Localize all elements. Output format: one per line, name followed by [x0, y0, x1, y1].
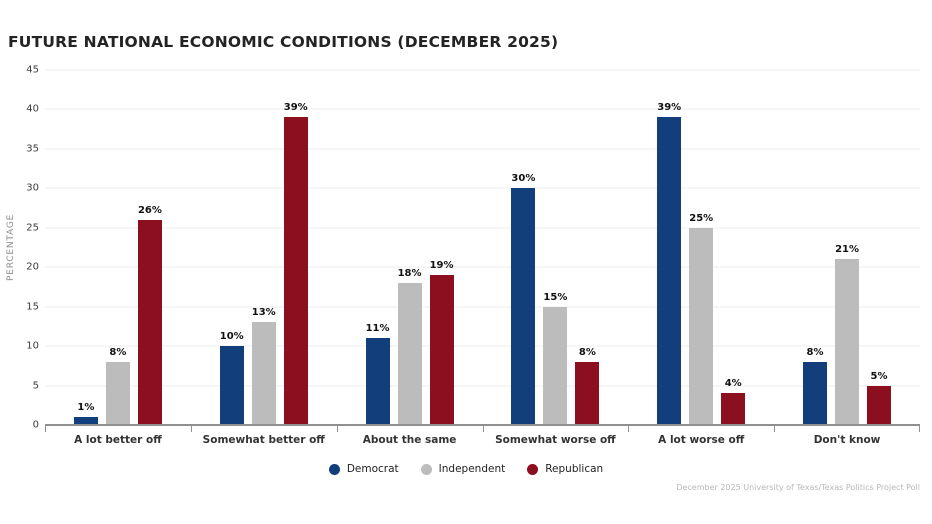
bar-democrat: 8%	[803, 347, 828, 425]
chart-title: FUTURE NATIONAL ECONOMIC CONDITIONS (DEC…	[8, 33, 559, 51]
bar-group: 10% 13% 39%	[191, 70, 337, 425]
bar-value-label: 8%	[578, 346, 596, 358]
gridline	[45, 69, 920, 71]
bar-value-label: 4%	[724, 378, 742, 390]
bar-democrat: 30%	[511, 173, 536, 425]
x-axis-tick	[919, 426, 920, 432]
category-label: About the same	[362, 434, 457, 446]
y-tick-label: 15	[26, 301, 39, 313]
bar-value-label: 30%	[511, 173, 536, 185]
bar-value-label: 39%	[283, 102, 308, 114]
x-axis-tick	[190, 426, 192, 432]
bar-value-label: 18%	[397, 268, 422, 279]
legend-item-democrat: Democrat	[328, 463, 399, 475]
bar-republican: 5%	[867, 371, 892, 425]
bar-independent: 25%	[689, 213, 714, 425]
bar-independent: 15%	[543, 292, 568, 425]
legend-item-republican: Republican	[527, 463, 603, 475]
x-axis-line	[45, 424, 920, 426]
gridline	[45, 148, 920, 150]
gridline	[45, 306, 920, 308]
x-axis-tick	[482, 426, 484, 432]
bar-value-label: 11%	[365, 323, 390, 335]
legend-label: Independent	[438, 463, 506, 475]
bar-group: 30% 15% 8%	[482, 70, 628, 425]
x-axis-tick	[336, 426, 338, 432]
legend-item-independent: Independent	[420, 463, 506, 475]
y-tick-label: 25	[26, 222, 39, 234]
gridline	[45, 187, 920, 189]
bar-value-label: 39%	[657, 102, 682, 114]
bar-independent: 21%	[835, 244, 860, 425]
category-label: Don't know	[813, 434, 881, 446]
source-note: December 2025 University of Texas/Texas …	[676, 483, 920, 492]
gridline	[45, 108, 920, 110]
category-label: Somewhat worse off	[495, 434, 616, 446]
bar-republican: 19%	[429, 260, 454, 425]
bar-value-label: 21%	[835, 244, 860, 256]
bar-independent: 18%	[397, 268, 422, 425]
x-axis-tick	[774, 426, 776, 432]
bar-republican: 8%	[575, 347, 600, 425]
legend: Democrat Independent Republican	[0, 463, 932, 475]
bar-value-label: 15%	[543, 291, 568, 303]
bar-republican: 4%	[721, 378, 746, 425]
gridline	[45, 266, 920, 268]
plot-area: 1% 8% 26% 10% 13% 39% 11% 18% 19% 30% 15% 8% 39% 25% 4…	[45, 69, 920, 432]
bar-independent: 13%	[251, 307, 276, 425]
bar-democrat: 10%	[219, 331, 244, 425]
gridline	[45, 227, 920, 229]
bar-democrat: 1%	[73, 402, 98, 425]
bar-republican: 39%	[283, 102, 308, 425]
legend-label: Democrat	[346, 463, 399, 475]
y-tick-label: 45	[26, 64, 39, 76]
bar-republican: 26%	[137, 205, 162, 425]
x-axis-tick	[45, 426, 46, 432]
gridline	[45, 345, 920, 347]
y-tick-label: 0	[32, 419, 39, 431]
bar-independent: 8%	[105, 347, 130, 425]
bar-group: 1% 8% 26%	[45, 70, 191, 425]
bar-group: 11% 18% 19%	[337, 70, 483, 425]
bar-group: 8% 21% 5%	[774, 70, 920, 425]
bar-groups: 1% 8% 26% 10% 13% 39% 11% 18% 19% 30% 15% 8% 39% 25% 4…	[45, 70, 920, 425]
y-tick-label: 40	[26, 103, 39, 115]
bar-value-label: 13%	[251, 307, 276, 319]
x-axis-category-labels: A lot better off Somewhat better off About…	[45, 434, 920, 446]
bar-value-label: 19%	[429, 260, 454, 272]
bar-value-label: 5%	[870, 370, 888, 382]
bar-value-label: 10%	[219, 331, 244, 343]
y-tick-label: 30	[26, 182, 39, 194]
y-tick-label: 5	[32, 380, 39, 392]
x-axis-ticks	[45, 426, 920, 433]
category-label: Somewhat better off	[202, 434, 325, 446]
bar-value-label: 8%	[109, 346, 127, 358]
y-tick-label: 20	[26, 261, 39, 273]
gridline	[45, 385, 920, 387]
bar-value-label: 1%	[77, 402, 95, 414]
bar-value-label: 8%	[806, 346, 824, 358]
bar-value-label: 26%	[137, 204, 162, 216]
x-axis-tick	[628, 426, 630, 432]
legend-label: Republican	[545, 463, 604, 475]
bar-group: 39% 25% 4%	[628, 70, 774, 425]
legend-swatch-icon	[527, 463, 539, 475]
y-axis-tick-labels: 0 5 10 15 20 25 30 35 40 45	[0, 65, 39, 431]
bar-democrat: 11%	[365, 323, 390, 425]
y-tick-label: 35	[26, 143, 39, 155]
gridlines	[45, 69, 920, 425]
category-label: A lot worse off	[658, 434, 745, 446]
legend-swatch-icon	[420, 463, 432, 475]
category-label: A lot better off	[74, 434, 162, 446]
bar-value-label: 25%	[689, 212, 714, 224]
legend-swatch-icon	[328, 463, 340, 475]
bar-democrat: 39%	[657, 102, 682, 425]
y-tick-label: 10	[26, 340, 39, 352]
